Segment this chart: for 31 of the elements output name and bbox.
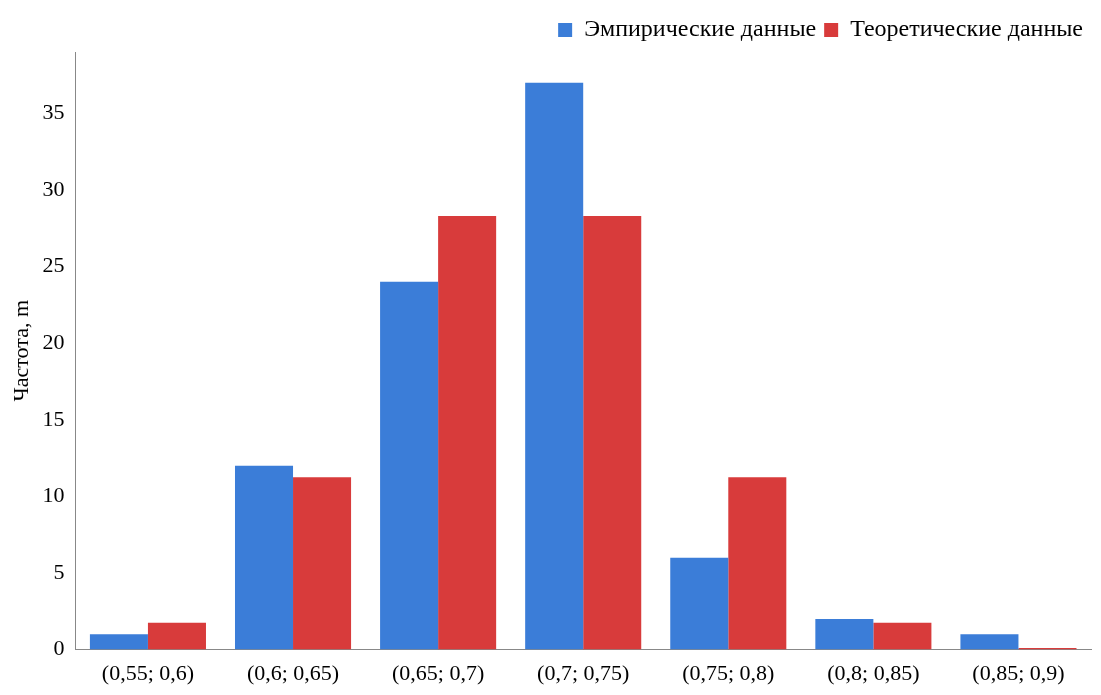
x-tick-label: (0,65; 0,7) [391, 659, 485, 685]
x-tick-label: (0,55; 0,6) [101, 659, 195, 685]
bar [380, 281, 439, 650]
bar [815, 618, 874, 650]
legend-label: Эмпирические данные [584, 15, 817, 42]
legend-label: Теоретические данные [850, 15, 1083, 42]
bar [89, 634, 148, 650]
y-tick-label: 10 [42, 482, 65, 508]
x-tick-label: (0,85; 0,9) [972, 659, 1065, 685]
bar [147, 622, 206, 650]
bar [873, 622, 932, 650]
bar [728, 477, 787, 650]
x-tick-label: (0,7; 0,75) [537, 659, 630, 685]
y-axis-title: Частота, m [7, 299, 33, 402]
y-tick-label: 15 [42, 405, 65, 431]
x-tick-label: (0,8; 0,85) [827, 659, 920, 685]
y-tick-label: 30 [42, 175, 65, 201]
y-tick-label: 5 [53, 558, 65, 584]
bar [583, 215, 642, 650]
bar [293, 477, 352, 650]
x-tick-label: (0,6; 0,65) [246, 659, 340, 685]
bar [438, 215, 497, 650]
y-tick-label: 20 [42, 328, 65, 354]
y-tick-label: 35 [42, 99, 65, 125]
bar [525, 82, 584, 650]
bar [960, 634, 1019, 650]
y-tick-label: 0 [53, 635, 65, 661]
x-tick-label: (0,75; 0,8) [682, 659, 775, 685]
y-tick-label: 25 [42, 252, 65, 278]
bar [670, 557, 729, 650]
bar [234, 465, 294, 650]
